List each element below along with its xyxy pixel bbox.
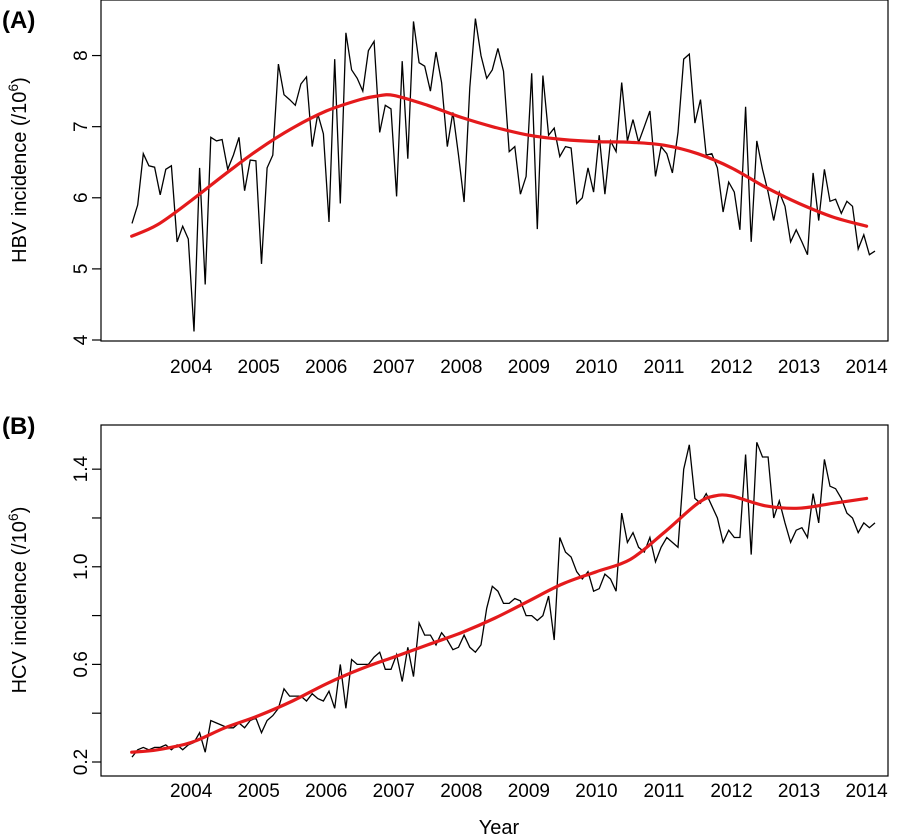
y-tick-label: 0.2: [71, 749, 92, 775]
panel-a-label: (A): [2, 7, 35, 34]
panel-b-y-axis-title-sup: 6: [5, 513, 21, 521]
panel-a-plot-frame: [100, 0, 889, 342]
x-tick-label: 2004: [170, 781, 213, 802]
panel-a-y-axis-title: HBV incidence (/106): [5, 77, 31, 263]
x-tick-label: 2011: [644, 781, 685, 802]
x-tick-label: 2013: [778, 357, 820, 378]
y-tick-label: 4: [71, 334, 92, 345]
panel-b-observed-line: [131, 442, 876, 758]
panel-b-y-axis-title: HCV incidence (/106): [5, 507, 31, 694]
y-tick-label: 6: [71, 192, 92, 203]
x-tick-label: 2007: [373, 357, 415, 378]
panel-a-y-axis-title-text: HBV incidence (/10: [9, 92, 31, 263]
panel-b-axes: 0.2 0.6 1.0 1.4 2004 2005 2006 2007 2008 2009 2010…: [71, 456, 888, 802]
x-tick-label: 2006: [305, 781, 347, 802]
x-tick-label: 2011: [644, 357, 685, 378]
x-tick-label: 2006: [305, 357, 347, 378]
x-tick-label: 2014: [845, 357, 888, 378]
panel-a-observed-line: [131, 18, 876, 332]
x-tick-label: 2009: [508, 357, 550, 378]
y-tick-label: 0.6: [71, 651, 92, 677]
x-axis-title: Year: [479, 817, 520, 839]
x-tick-label: 2010: [575, 357, 617, 378]
x-tick-label: 2012: [710, 357, 752, 378]
x-tick-label: 2004: [170, 357, 213, 378]
panel-b-plot-frame: [100, 424, 889, 777]
y-tick-label: 7: [71, 121, 92, 132]
panel-b-label: (B): [2, 413, 35, 440]
x-tick-label: 2014: [845, 781, 888, 802]
x-tick-label: 2009: [508, 781, 550, 802]
x-tick-label: 2010: [575, 781, 617, 802]
y-tick-label: 1.4: [71, 456, 92, 483]
panel-a: (A) 4 5 6 7 8 2004 2005 2006 2007 2008 2009 2010 201…: [2, 0, 889, 378]
x-tick-label: 2012: [710, 781, 752, 802]
panel-b: (B) 0.2 0.6 1.0 1.4 2004 2005 2006 2007 2008 2009…: [2, 413, 889, 802]
panel-a-trend-line: [130, 93, 869, 238]
panel-b-trend-line: [130, 493, 869, 754]
panel-b-y-axis-title-text: HCV incidence (/10: [9, 521, 31, 693]
x-tick-label: 2005: [238, 357, 280, 378]
panel-a-axes: 4 5 6 7 8 2004 2005 2006 2007 2008 2009 2010 2011 201…: [71, 50, 888, 378]
y-tick-label: 5: [71, 264, 92, 275]
y-tick-label: 8: [71, 50, 92, 61]
panel-a-y-axis-title-close: ): [9, 77, 31, 84]
y-tick-label: 1.0: [71, 554, 92, 580]
panel-b-data: [130, 442, 876, 758]
x-tick-label: 2013: [778, 781, 820, 802]
panel-a-y-axis-title-sup: 6: [5, 84, 21, 92]
panel-a-data: [130, 18, 876, 332]
x-tick-label: 2005: [238, 781, 280, 802]
panel-b-y-axis-title-close: ): [9, 507, 31, 514]
x-tick-label: 2008: [440, 781, 482, 802]
x-tick-label: 2007: [373, 781, 415, 802]
x-tick-label: 2008: [440, 357, 482, 378]
